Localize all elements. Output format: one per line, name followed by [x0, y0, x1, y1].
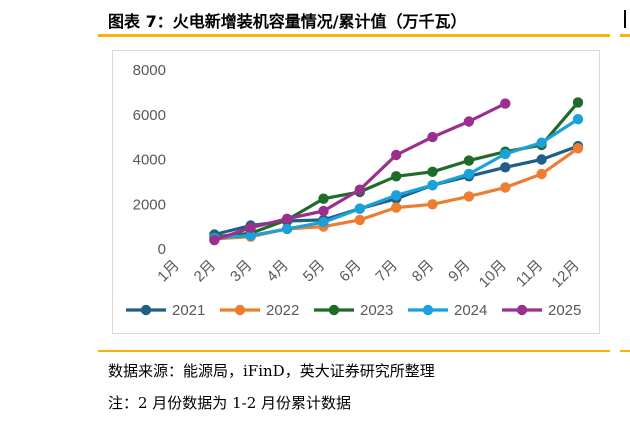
- legend-swatch-marker: [516, 304, 528, 316]
- x-axis: 1月 2月 3月 4月 5月 6月 7月 8月 9月 10月 11月 12月: [154, 257, 583, 291]
- data-point: [354, 184, 365, 195]
- data-point: [245, 230, 256, 241]
- data-point: [572, 97, 584, 108]
- data-point: [500, 162, 511, 173]
- data-point: [209, 234, 220, 246]
- x-tick-label: 6月: [336, 257, 365, 286]
- data-point: [463, 155, 475, 166]
- data-point: [536, 168, 547, 180]
- data-point: [391, 171, 402, 182]
- data-point: [391, 202, 402, 213]
- data-point: [500, 98, 511, 109]
- data-point: [427, 131, 438, 143]
- top-rule: [98, 34, 610, 37]
- data-point: [463, 191, 475, 202]
- series-2025: [209, 98, 511, 246]
- data-point: [391, 149, 402, 161]
- legend-item: 2024: [408, 302, 487, 319]
- data-point: [427, 199, 438, 210]
- legend-swatch-marker: [140, 304, 152, 316]
- data-point: [245, 222, 256, 233]
- data-point: [572, 143, 584, 154]
- legend-label: 2025: [548, 302, 581, 319]
- x-tick-label: 7月: [372, 257, 401, 286]
- series-layer: [209, 97, 584, 246]
- y-tick-label: 8000: [133, 62, 166, 79]
- x-tick-label: 3月: [227, 257, 256, 286]
- legend-label: 2024: [454, 302, 487, 319]
- y-tick-label: 0: [158, 241, 166, 258]
- series-2023: [209, 97, 584, 242]
- y-tick-label: 4000: [133, 152, 166, 169]
- x-tick-label: 11月: [513, 257, 547, 291]
- data-point: [318, 193, 329, 204]
- x-tick-label: 8月: [409, 257, 438, 286]
- x-tick-label: 4月: [263, 257, 292, 286]
- x-tick-label: 5月: [300, 257, 329, 286]
- legend-swatch-marker: [234, 304, 246, 316]
- series-2024: [209, 114, 584, 243]
- x-tick-label: 2月: [191, 257, 220, 286]
- data-point: [427, 180, 438, 191]
- data-point: [500, 148, 511, 160]
- data-point: [281, 223, 293, 235]
- data-point: [463, 116, 475, 127]
- legend-label: 2022: [266, 302, 299, 319]
- data-point: [354, 214, 365, 226]
- data-point: [572, 114, 584, 125]
- series-line: [212, 100, 580, 239]
- data-point: [354, 203, 365, 214]
- y-axis: 0 2000 4000 6000 8000: [133, 62, 166, 258]
- legend-item: 2021: [126, 302, 205, 319]
- footnote: 注：2 月份数据为 1-2 月份累计数据: [108, 394, 352, 412]
- legend-item: 2025: [502, 302, 581, 319]
- data-point: [500, 182, 511, 193]
- adjacent-figure-edge: [624, 10, 626, 28]
- data-point: [318, 205, 329, 217]
- x-tick-label: 10月: [476, 257, 510, 291]
- legend-swatch-marker: [328, 304, 340, 316]
- legend: 2021 2022 2023 2024 2025: [126, 302, 581, 319]
- bottom-rule: [98, 350, 610, 352]
- legend-label: 2023: [360, 302, 393, 319]
- data-point: [536, 154, 547, 165]
- data-point: [281, 213, 293, 224]
- data-source-note: 数据来源：能源局，iFinD，英大证券研究所整理: [108, 362, 435, 380]
- data-point: [318, 217, 329, 228]
- top-rule-fragment: [620, 34, 630, 37]
- data-point: [427, 166, 438, 177]
- legend-item: 2023: [314, 302, 393, 319]
- y-tick-label: 6000: [133, 107, 166, 124]
- x-tick-label: 12月: [548, 257, 582, 291]
- x-tick-label: 1月: [154, 257, 183, 286]
- x-tick-label: 9月: [445, 257, 474, 286]
- legend-item: 2022: [220, 302, 299, 319]
- data-point: [463, 168, 475, 180]
- figure-title: 图表 7：火电新增装机容量情况/累计值（万千瓦）: [108, 12, 467, 31]
- y-tick-label: 2000: [133, 196, 166, 213]
- data-point: [536, 137, 547, 148]
- data-point: [391, 190, 402, 201]
- legend-label: 2021: [172, 302, 205, 319]
- bottom-rule-fragment: [620, 350, 630, 352]
- legend-swatch-marker: [422, 304, 434, 316]
